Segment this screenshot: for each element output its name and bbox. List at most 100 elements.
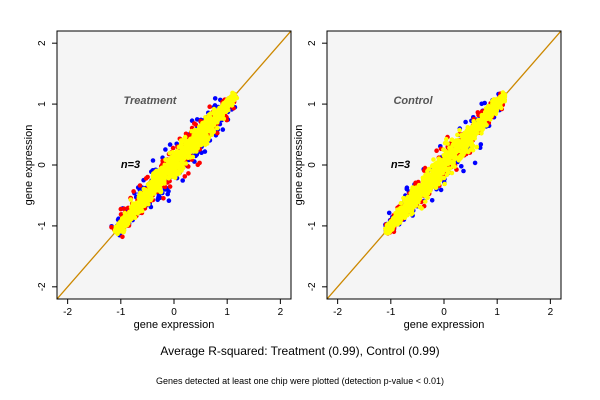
panel-title: Treatment [123, 95, 177, 107]
data-point [212, 103, 218, 108]
y-tick-label: 2 [37, 40, 48, 46]
data-point [396, 207, 402, 213]
data-point [397, 214, 403, 220]
data-point [220, 116, 225, 121]
data-point [166, 198, 172, 203]
data-point [461, 141, 467, 147]
data-point [164, 168, 170, 173]
y-tick-label: -2 [307, 282, 318, 291]
data-point [436, 168, 442, 174]
data-point [189, 128, 194, 134]
data-point [443, 167, 449, 173]
data-point [181, 165, 186, 171]
data-point [422, 186, 428, 192]
sample-size-label: n=3 [121, 159, 140, 171]
data-point [401, 195, 406, 201]
data-point [409, 199, 415, 204]
data-point [497, 103, 503, 108]
y-axis-title: gene expression [293, 125, 305, 206]
y-tick-label: 0 [37, 162, 48, 168]
data-point [223, 107, 228, 113]
data-point [142, 188, 147, 193]
data-point [217, 113, 222, 118]
data-point [431, 157, 436, 162]
data-point [395, 220, 401, 225]
data-point [174, 171, 179, 176]
data-point [430, 172, 435, 178]
data-point [113, 224, 119, 230]
data-point [145, 195, 151, 201]
data-point [471, 118, 477, 124]
data-point [121, 206, 127, 211]
data-point [158, 166, 163, 172]
data-point [444, 136, 449, 142]
data-point [161, 173, 167, 179]
data-point [481, 117, 486, 123]
data-point [474, 125, 479, 131]
data-point [211, 111, 217, 116]
data-point [217, 109, 222, 115]
x-axis-title: gene expression [134, 319, 215, 331]
x-tick-label: 2 [278, 307, 284, 318]
data-point [430, 168, 435, 174]
data-point [409, 188, 415, 193]
data-point [112, 228, 118, 234]
data-point [207, 104, 212, 109]
data-point [464, 133, 470, 139]
data-point [217, 105, 223, 111]
data-point [438, 187, 444, 193]
data-point [196, 139, 202, 145]
data-point [463, 119, 468, 125]
data-point [229, 103, 235, 108]
data-point [215, 125, 220, 131]
data-point [475, 110, 481, 115]
data-point [176, 153, 182, 159]
data-point [124, 222, 129, 227]
data-point [402, 203, 408, 208]
scatter-panel-2: -2 -1 0 1 2 -2 -1 0 1 2 gene expression gene expres… [293, 30, 562, 331]
x-tick-label: 1 [224, 307, 230, 318]
scatter-panel-1: -2 -1 0 1 2 -2 -1 0 1 2 gene expression gene expres… [23, 30, 292, 331]
data-point [401, 210, 406, 215]
data-point [494, 99, 499, 105]
data-point [425, 168, 430, 174]
data-point [466, 149, 471, 155]
x-tick-label: 1 [494, 307, 500, 318]
y-tick-label: 1 [307, 101, 318, 107]
data-point [459, 164, 464, 169]
data-point [170, 150, 176, 155]
data-point [406, 199, 411, 205]
data-point [146, 182, 152, 187]
panel-title: Control [393, 95, 433, 107]
data-point [405, 194, 410, 200]
data-point [209, 122, 214, 127]
data-point [416, 198, 421, 203]
data-point [446, 151, 451, 156]
x-tick-label: 2 [548, 307, 554, 318]
data-point [172, 175, 178, 180]
point-series-3 [112, 90, 240, 237]
data-point [138, 203, 144, 209]
data-point [137, 183, 143, 188]
data-point [433, 171, 439, 177]
data-point [186, 148, 192, 154]
data-point [427, 180, 432, 185]
r-squared-caption: Average R-squared: Treatment (0.99), Con… [160, 344, 440, 358]
sample-size-label: n=3 [391, 159, 410, 171]
x-tick-label: -2 [333, 307, 342, 318]
data-point [153, 185, 158, 191]
data-point [174, 163, 179, 168]
data-point [120, 234, 125, 240]
data-point [499, 94, 505, 100]
data-point [194, 117, 200, 122]
data-point [167, 157, 172, 162]
data-point [445, 141, 450, 146]
data-point [200, 138, 205, 143]
data-point [194, 149, 199, 154]
data-point [438, 158, 444, 163]
detection-footnote: Genes detected at least one chip were pl… [156, 376, 444, 386]
data-point [459, 154, 465, 159]
x-tick-label: -1 [386, 307, 395, 318]
data-point [149, 192, 155, 197]
data-point [176, 144, 182, 150]
